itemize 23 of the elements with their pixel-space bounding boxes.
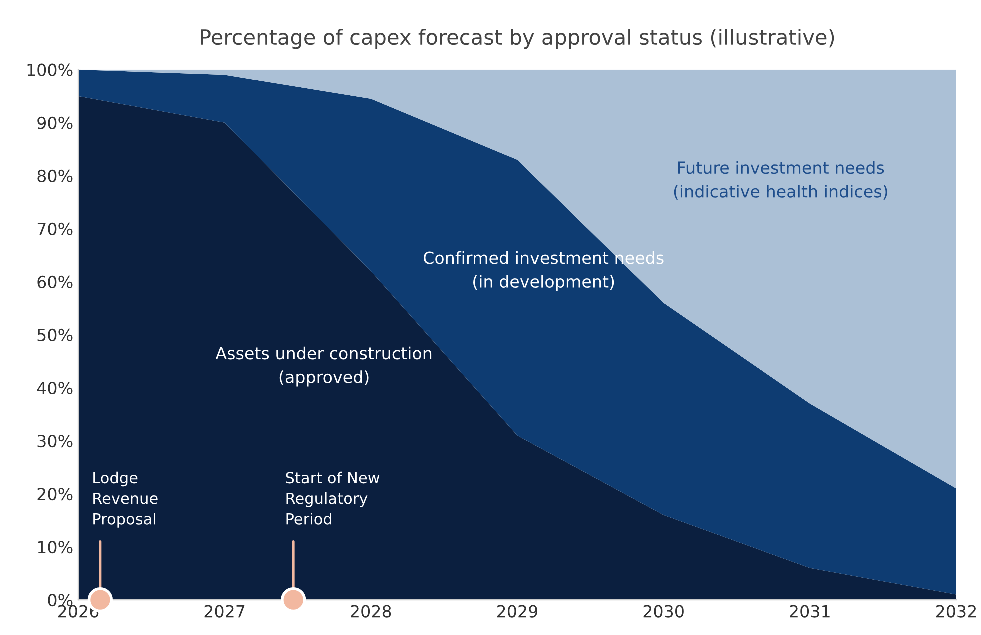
y-tick-label: 20% <box>38 488 73 501</box>
x-tick-label: 2029 <box>497 605 538 618</box>
x-tick-label: 2032 <box>936 605 976 618</box>
series-label: Assets under construction (approved) <box>216 346 432 387</box>
x-tick-label: 2027 <box>204 605 245 618</box>
chart-title: Percentage of capex forecast by approval status (illustrative) <box>201 29 834 50</box>
y-tick-label: 0% <box>48 594 73 607</box>
y-tick-label: 40% <box>37 382 73 395</box>
annotation: Lodge Revenue Proposal <box>94 472 158 528</box>
series-label: Future investment needs (indicative health indices) <box>674 161 888 200</box>
x-tick-label: 2028 <box>351 605 392 618</box>
y-tick-label: 60% <box>38 276 73 289</box>
y-tick-label: 100% <box>28 64 73 76</box>
y-tick-label: 10% <box>38 541 73 554</box>
x-tick-label: 2031 <box>790 605 830 618</box>
y-tick-label: 50% <box>38 328 73 342</box>
series-label: Confirmed investment needs (in development) <box>424 251 664 292</box>
y-tick-label: 70% <box>38 222 73 236</box>
y-tick-label: 30% <box>38 434 73 448</box>
y-tick-label: 90% <box>38 116 73 130</box>
y-tick-label: 80% <box>38 170 73 182</box>
x-tick-label: 2030 <box>644 605 684 618</box>
annotation: Start of New Regulatory Period <box>286 472 380 525</box>
